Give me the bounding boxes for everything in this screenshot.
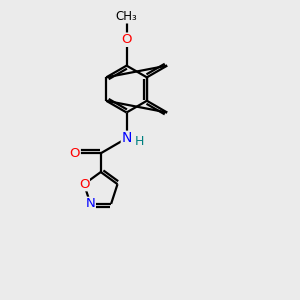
Text: O: O [70,147,80,160]
Text: O: O [79,178,89,191]
Text: CH₃: CH₃ [115,9,136,22]
Text: N: N [122,131,132,145]
Text: H: H [135,135,144,148]
Text: O: O [121,33,132,46]
Text: O: O [121,33,132,46]
Text: CH₃: CH₃ [116,10,137,23]
Text: N: N [85,197,95,210]
